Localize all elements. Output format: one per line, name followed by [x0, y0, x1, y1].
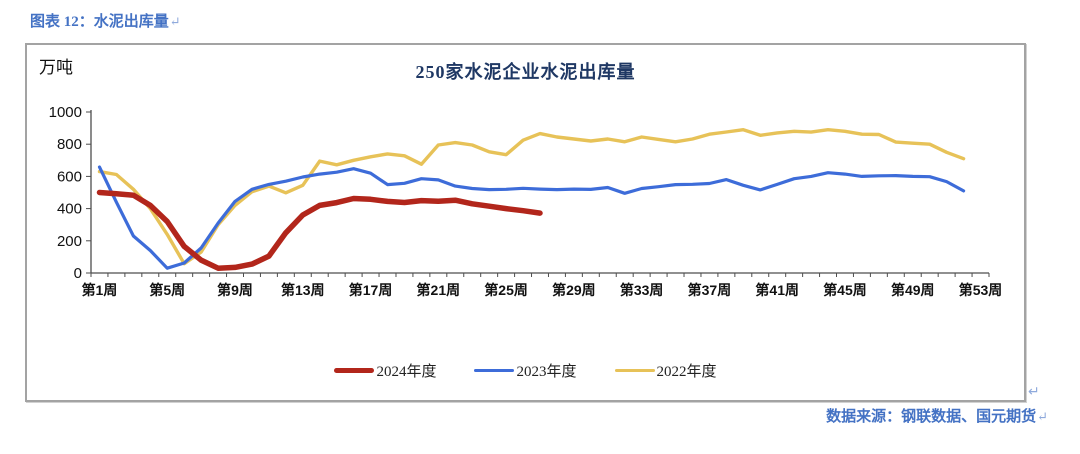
y-tick-label: 200 — [57, 233, 82, 250]
y-axis-unit-label: 万吨 — [39, 58, 73, 77]
paragraph-mark-icon: ↵ — [1037, 409, 1048, 424]
chart-frame: 万吨 250家水泥企业水泥出库量 0 200 400 600 800 1000 第1周 第5周… — [25, 43, 1026, 402]
data-source-note: 数据来源：钢联数据、国元期货↵ — [826, 405, 1048, 426]
y-tick-label: 600 — [57, 168, 82, 185]
y-tick-label: 0 — [74, 265, 82, 282]
x-tick-label: 第49周 — [891, 282, 935, 298]
legend-line-swatch — [334, 367, 375, 374]
chart-title: 250家水泥企业水泥出库量 — [415, 62, 636, 82]
x-tick-label: 第21周 — [417, 282, 461, 298]
data-source-text: 数据来源：钢联数据、国元期货 — [826, 409, 1037, 425]
y-tick-label: 400 — [57, 201, 82, 218]
x-tick-label: 第5周 — [149, 282, 185, 298]
legend-label: 2023年度 — [516, 364, 577, 380]
legend-item-2022年度: 2022年度 — [614, 360, 717, 381]
paragraph-mark-icon: ↵ — [169, 14, 181, 29]
paragraph-mark-icon: ↵ — [1028, 383, 1040, 399]
x-tick-label: 第1周 — [82, 282, 118, 298]
legend-label: 2022年度 — [656, 364, 717, 380]
x-axis: 第1周 第5周 第9周 第13周 第17周 第21周 第25周 第29周 第33周 第37周 第41… — [82, 272, 1003, 298]
x-tick-label: 第13周 — [281, 282, 325, 298]
series-2023年度 — [97, 165, 966, 270]
x-tick-label: 第29周 — [552, 282, 596, 298]
legend-line-swatch — [614, 368, 655, 373]
series-2024年度 — [96, 189, 543, 271]
x-tick-label: 第41周 — [755, 282, 799, 298]
x-tick-label: 第17周 — [349, 282, 393, 298]
figure-caption-text: 图表 12：水泥出库量 — [30, 14, 169, 30]
legend-item-2024年度: 2024年度 — [334, 360, 436, 381]
line-chart: 0 200 400 600 800 1000 第1周 第5周 第9周 第13周 第17周 第21周 第2… — [49, 104, 1003, 298]
x-tick-label: 第53周 — [959, 282, 1003, 298]
chart-legend: 2024年度 2023年度 2022年度 — [27, 360, 1024, 381]
y-axis: 0 200 400 600 800 1000 — [49, 104, 92, 282]
legend-label: 2024年度 — [376, 364, 437, 380]
x-tick-label: 第37周 — [688, 282, 732, 298]
x-tick-label: 第9周 — [217, 282, 253, 298]
legend-item-2023年度: 2023年度 — [474, 360, 577, 381]
figure-caption: 图表 12：水泥出库量↵ — [30, 10, 181, 31]
x-tick-label: 第25周 — [484, 282, 528, 298]
series-2022年度 — [97, 127, 966, 266]
x-tick-label: 第33周 — [620, 282, 664, 298]
x-tick-label: 第45周 — [823, 282, 867, 298]
y-tick-label: 1000 — [49, 104, 82, 121]
y-tick-label: 800 — [57, 136, 82, 153]
legend-line-swatch — [474, 368, 515, 373]
